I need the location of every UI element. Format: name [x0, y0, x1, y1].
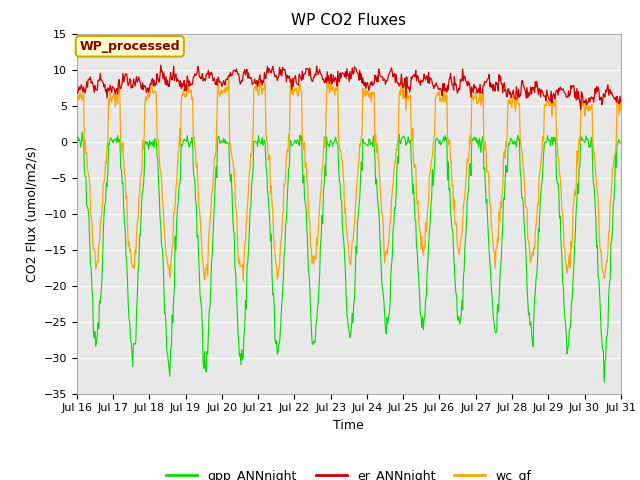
wc_gf [417, 228, 424, 234]
wc_gf [225, 76, 233, 82]
er_ANNnight [577, 107, 584, 112]
gpp_ANNnight [140, 183, 147, 189]
gpp_ANNnight [78, 130, 86, 135]
Line: er_ANNnight: er_ANNnight [77, 65, 621, 109]
gpp_ANNnight [617, 140, 625, 146]
er_ANNnight [416, 79, 424, 84]
Title: WP CO2 Fluxes: WP CO2 Fluxes [291, 13, 406, 28]
Line: gpp_ANNnight: gpp_ANNnight [77, 132, 621, 382]
wc_gf [73, 98, 81, 104]
Line: wc_gf: wc_gf [77, 79, 621, 281]
gpp_ANNnight [431, 138, 439, 144]
wc_gf [617, 107, 625, 113]
gpp_ANNnight [195, 252, 202, 258]
er_ANNnight [617, 99, 625, 105]
wc_gf [139, 138, 147, 144]
X-axis label: Time: Time [333, 419, 364, 432]
gpp_ANNnight [223, 140, 231, 145]
er_ANNnight [195, 66, 202, 72]
er_ANNnight [223, 77, 231, 83]
er_ANNnight [431, 83, 439, 89]
Legend: gpp_ANNnight, er_ANNnight, wc_gf: gpp_ANNnight, er_ANNnight, wc_gf [161, 465, 536, 480]
er_ANNnight [83, 79, 90, 84]
wc_gf [433, 92, 440, 98]
er_ANNnight [139, 80, 147, 86]
gpp_ANNnight [73, 137, 81, 143]
er_ANNnight [73, 89, 81, 95]
gpp_ANNnight [600, 379, 608, 385]
wc_gf [194, 180, 202, 185]
wc_gf [83, 149, 90, 155]
er_ANNnight [157, 62, 164, 68]
gpp_ANNnight [84, 204, 92, 210]
gpp_ANNnight [416, 292, 424, 298]
Y-axis label: CO2 Flux (umol/m2/s): CO2 Flux (umol/m2/s) [25, 145, 38, 282]
wc_gf [239, 278, 247, 284]
Text: WP_processed: WP_processed [79, 40, 180, 53]
wc_gf [223, 84, 230, 90]
